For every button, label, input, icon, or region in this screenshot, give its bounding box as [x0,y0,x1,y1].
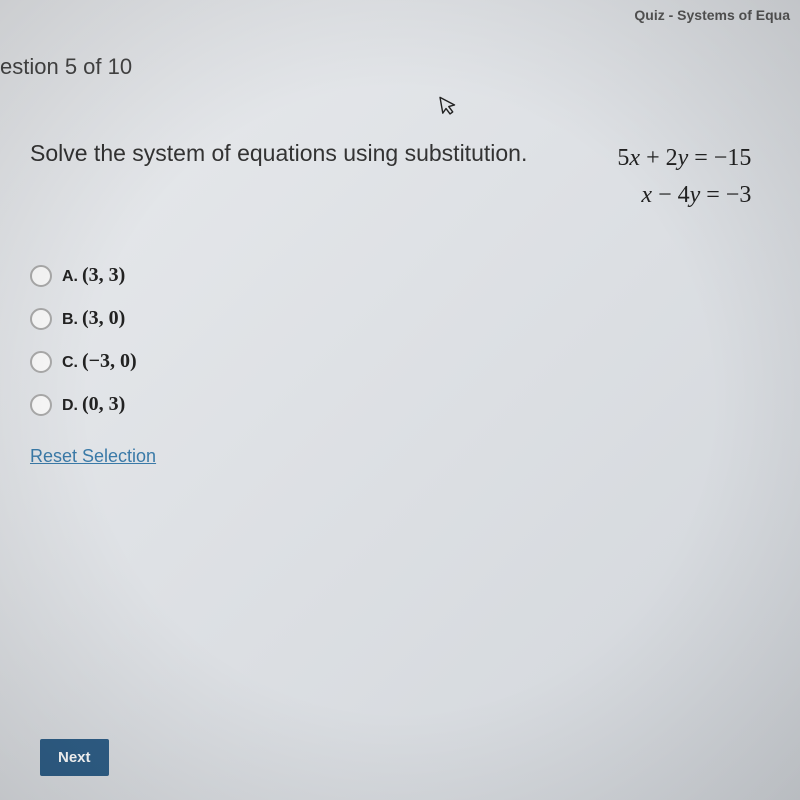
choice-c-label: C.(−3, 0) [62,350,137,373]
choice-b-label: B.(3, 0) [62,307,125,330]
choice-a-label: A.(3, 3) [62,264,125,287]
equation-1: 5x + 2y = −15 [541,140,751,177]
choice-d-label: D.(0, 3) [62,393,125,416]
choice-d[interactable]: D.(0, 3) [30,383,770,426]
next-button[interactable]: Next [40,739,109,776]
reset-selection-link[interactable]: Reset Selection [30,446,156,467]
choice-a[interactable]: A.(3, 3) [30,254,770,297]
breadcrumb-fragment: Quiz - Systems of Equa [634,7,790,23]
question-counter: estion 5 of 10 [0,30,800,80]
radio-d[interactable] [30,394,52,416]
choice-c[interactable]: C.(−3, 0) [30,340,770,383]
equation-2: x − 4y = −3 [541,177,751,214]
radio-c[interactable] [30,351,52,373]
question-prompt: Solve the system of equations using subs… [30,140,527,167]
radio-a[interactable] [30,265,52,287]
equation-block: 5x + 2y = −15 x − 4y = −3 [541,140,751,214]
radio-b[interactable] [30,308,52,330]
choice-b[interactable]: B.(3, 0) [30,297,770,340]
